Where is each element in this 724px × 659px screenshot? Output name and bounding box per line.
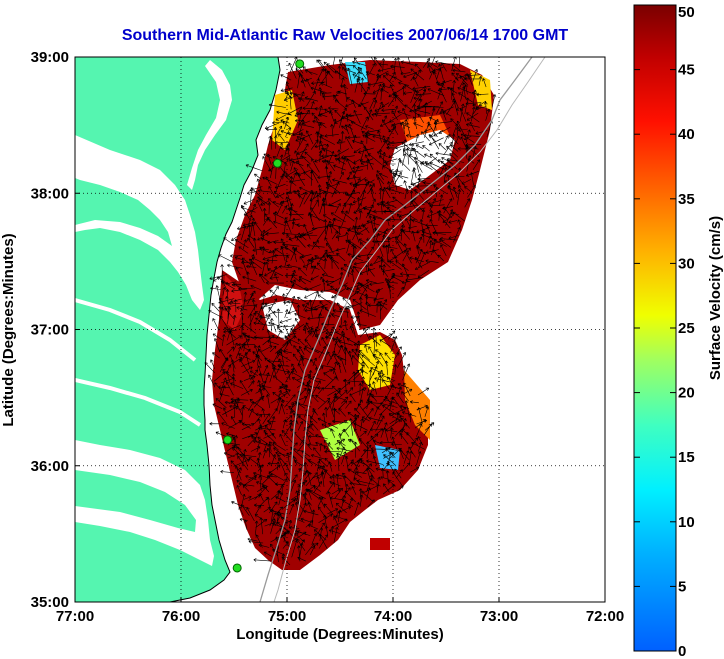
x-tick-label: 74:00	[374, 608, 412, 625]
colorbar-tick-label: 0	[678, 643, 686, 659]
x-tick-label: 76:00	[162, 608, 200, 625]
colorbar-tick-label: 25	[678, 320, 695, 337]
inland-bay	[75, 135, 204, 310]
x-tick-label: 77:00	[56, 608, 94, 625]
velocity-field	[204, 57, 497, 570]
y-tick-label: 37:00	[31, 322, 69, 339]
velocity-arrows	[204, 57, 497, 566]
no-data-gap	[390, 130, 455, 190]
y-tick-label: 38:00	[31, 185, 69, 202]
colorbar-tick-label: 35	[678, 191, 695, 208]
x-tick-label: 75:00	[268, 608, 306, 625]
colorbar-tick-label: 50	[678, 4, 695, 21]
velocity-arrow-set	[204, 57, 497, 566]
radar-site-marker	[232, 563, 242, 573]
gridlines	[75, 57, 605, 602]
colorbar-ticks: 0 5 10 15 20 25 30 35 40 45 50	[634, 4, 695, 659]
chart-title: Southern Mid-Atlantic Raw Velocities 200…	[122, 27, 569, 44]
colorbar-label: Surface Velocity (cm/s)	[707, 216, 724, 380]
bathymetry-contour	[259, 57, 533, 602]
radar-site-marker	[295, 59, 305, 69]
river-channel	[75, 298, 202, 427]
bathymetry-contour-2	[273, 57, 546, 602]
velocity-patch-isolated	[370, 538, 390, 550]
colorbar	[633, 4, 677, 652]
plot-area	[75, 57, 605, 602]
colorbar-tick-label: 5	[678, 578, 686, 595]
colorbar-tick-label: 15	[678, 449, 695, 466]
radar-site-marker	[223, 435, 233, 445]
y-tick-label: 36:00	[31, 458, 69, 475]
colorbar-tick-label: 30	[678, 255, 695, 272]
inland-bay-upper	[187, 60, 232, 190]
x-tick-label: 73:00	[480, 608, 518, 625]
radar-site-marker	[272, 158, 282, 168]
velocity-patch-green	[320, 420, 360, 460]
y-tick-label: 35:00	[31, 594, 69, 611]
velocity-patch-orange-2	[404, 370, 430, 440]
y-tick-label: 39:00	[31, 49, 69, 66]
sound-water-2	[75, 470, 196, 532]
x-axis-ticks: 77:00 76:00 75:00 74:00 73:00 72:00	[56, 597, 624, 625]
x-tick-label: 72:00	[586, 608, 624, 625]
colorbar-tick-label: 20	[678, 385, 695, 402]
colorbar-tick-label: 40	[678, 126, 695, 143]
colorbar-tick-label: 10	[678, 514, 695, 531]
y-axis-label: Latitude (Degrees:Minutes)	[0, 233, 17, 426]
y-axis-ticks: 35:00 36:00 37:00 38:00 39:00	[31, 49, 80, 611]
velocity-patch-yellow-3	[470, 70, 492, 110]
x-axis-label: Longitude (Degrees:Minutes)	[236, 626, 444, 643]
radar-sites	[223, 59, 305, 573]
colorbar-tick-label: 45	[678, 62, 695, 79]
coastline	[169, 57, 281, 602]
